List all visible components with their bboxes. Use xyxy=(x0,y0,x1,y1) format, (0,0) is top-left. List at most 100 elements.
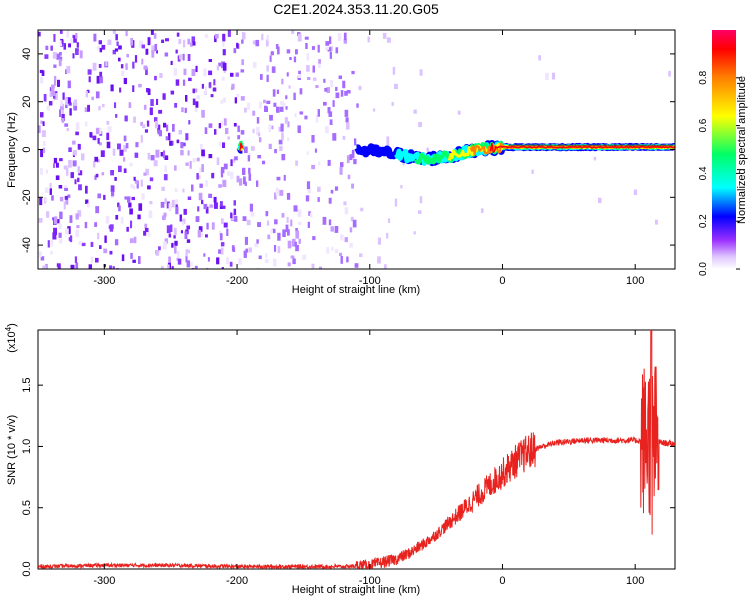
spectrogram-noise-cell xyxy=(40,256,45,261)
spectrogram-noise-cell xyxy=(117,143,121,150)
spectrogram-noise-cell xyxy=(139,40,144,48)
spectrogram-noise-cell xyxy=(229,261,233,267)
spectrogram-noise-cell xyxy=(91,96,94,101)
spectrogram-noise-cell xyxy=(329,36,332,44)
spectrogram-noise-cell xyxy=(162,93,166,100)
spectrogram-noise-cell xyxy=(97,193,102,199)
spectrogram-noise-cell xyxy=(256,267,260,269)
spectrogram-noise-cell xyxy=(96,75,100,84)
spectrogram-noise-cell xyxy=(168,203,172,212)
spectrogram-noise-cell xyxy=(110,84,114,92)
spectrogram-noise-cell xyxy=(55,175,60,180)
spectrogram-noise-cell xyxy=(44,54,49,59)
spectrogram-noise-cell xyxy=(419,196,423,204)
spectrogram-noise-cell xyxy=(183,142,186,147)
spectrogram-noise-cell xyxy=(70,264,75,269)
spectrogram-noise-cell xyxy=(120,216,124,224)
spectrogram-noise-cell xyxy=(413,231,416,235)
spectrogram-noise-cell xyxy=(305,195,310,202)
spectrogram-noise-cell xyxy=(118,45,122,50)
spectrogram-noise-cell xyxy=(275,44,279,49)
spectrogram-noise-cell xyxy=(230,159,233,167)
spectrogram-noise-cell xyxy=(245,248,249,253)
spectrogram-noise-cell xyxy=(383,264,387,269)
spectrogram-noise-cell xyxy=(208,154,213,159)
snr-x-ticks: -300 -200 -100 0 100 xyxy=(93,330,644,587)
spectrogram-noise-cell xyxy=(174,199,178,205)
spectrogram-noise-cell xyxy=(72,53,75,59)
spectrogram-ridge-band xyxy=(238,142,675,153)
spectrogram-noise-cell xyxy=(285,224,289,233)
spectrogram-noise-cell xyxy=(128,102,132,108)
spectrogram-noise-cell xyxy=(128,202,132,208)
spectrogram-noise-cell xyxy=(150,155,155,161)
spectrogram-noise-cell xyxy=(244,107,247,113)
spectrogram-noise-cell xyxy=(132,259,136,263)
spectrogram-noise-cell xyxy=(49,91,53,98)
spectrogram-noise-cell xyxy=(88,76,91,83)
spectrogram-noise-cell xyxy=(72,160,77,167)
spectrogram-noise-cell xyxy=(59,40,63,47)
spectrogram-noise-cell xyxy=(196,95,201,100)
spectrogram-noise-cell xyxy=(162,150,166,159)
spectrogram-noise-cell xyxy=(42,121,45,126)
spectrogram-noise-cell xyxy=(400,185,403,189)
spectrogram-noise-cell xyxy=(266,100,271,104)
spectrogram-noise-cell xyxy=(154,117,158,122)
spectrogram-noise-cell xyxy=(69,215,73,223)
spectrogram-noise-cell xyxy=(132,61,135,69)
spectrogram-y-label: Frequency (Hz) xyxy=(6,112,18,188)
spectrogram-noise-cell xyxy=(154,75,157,81)
spectrogram-noise-cell xyxy=(169,140,173,146)
spectrogram-noise-cell xyxy=(256,239,259,244)
spectrogram-noise-cell xyxy=(265,211,269,217)
colorbar-tick-label: 0.6 xyxy=(698,118,709,132)
spectrogram-noise-cell xyxy=(132,85,135,92)
spectrogram-noise-cell xyxy=(175,206,179,215)
spectrogram-noise-cell xyxy=(354,138,357,146)
spectrogram-noise-cell xyxy=(161,39,165,43)
spectrogram-noise-cell xyxy=(149,107,153,116)
spectrogram-noise-cell xyxy=(114,177,117,181)
spectrogram-noise-cell xyxy=(101,172,105,176)
spectrogram-noise-cell xyxy=(106,141,111,149)
spectrogram-noise-cell xyxy=(95,91,100,99)
spectrogram-noise-cell xyxy=(388,218,391,223)
spectrogram-noise-cell xyxy=(59,56,63,61)
spectrogram-noise-cell xyxy=(281,154,286,161)
spectrogram-noise-cell xyxy=(270,229,273,234)
snr-x-label: Height of straight line (km) xyxy=(292,584,420,596)
spectrogram-noise-cell xyxy=(192,41,196,46)
spectrogram-noise-cell xyxy=(63,165,68,170)
spectrogram-noise-cell xyxy=(307,77,311,80)
spectrogram-noise-cell xyxy=(168,256,171,264)
spectrogram-noise-cell xyxy=(154,43,158,52)
spectrogram-noise-cell xyxy=(208,82,212,88)
spectrogram-noise-cell xyxy=(342,135,346,140)
spectrogram-noise-cell xyxy=(124,115,128,122)
spectrogram-noise-cell xyxy=(243,250,247,258)
spectrogram-noise-cell xyxy=(219,233,223,241)
spectrogram-noise-cell xyxy=(67,80,71,89)
y-tick-label: 20 xyxy=(21,96,33,108)
spectrogram-noise-cell xyxy=(148,210,153,219)
spectrogram-noise-cell xyxy=(250,212,255,217)
spectrogram-noise-cell xyxy=(109,224,114,229)
spectrogram-noise-cell xyxy=(68,97,71,104)
y-tick-label: -40 xyxy=(21,237,33,253)
spectrogram-noise-cell xyxy=(150,99,154,106)
spectrogram-noise-cell xyxy=(182,53,185,61)
spectrogram-noise-cell xyxy=(262,160,266,165)
spectrogram-noise-cell xyxy=(218,141,222,146)
spectrogram-noise-cell xyxy=(119,87,122,93)
spectrogram-noise-cell xyxy=(654,219,658,225)
spectrogram-signal-ridge xyxy=(236,140,675,167)
spectrogram-noise-cell xyxy=(62,92,65,100)
spectrogram-noise-cell xyxy=(344,109,349,117)
spectrogram-noise-cell xyxy=(291,238,296,247)
spectrogram-noise-cell xyxy=(185,95,188,102)
spectrogram-noise-cell xyxy=(211,222,215,230)
spectrogram-noise-cell xyxy=(268,124,271,132)
spectrogram-noise-cell xyxy=(97,138,100,144)
spectrogram-noise-cell xyxy=(77,166,80,174)
